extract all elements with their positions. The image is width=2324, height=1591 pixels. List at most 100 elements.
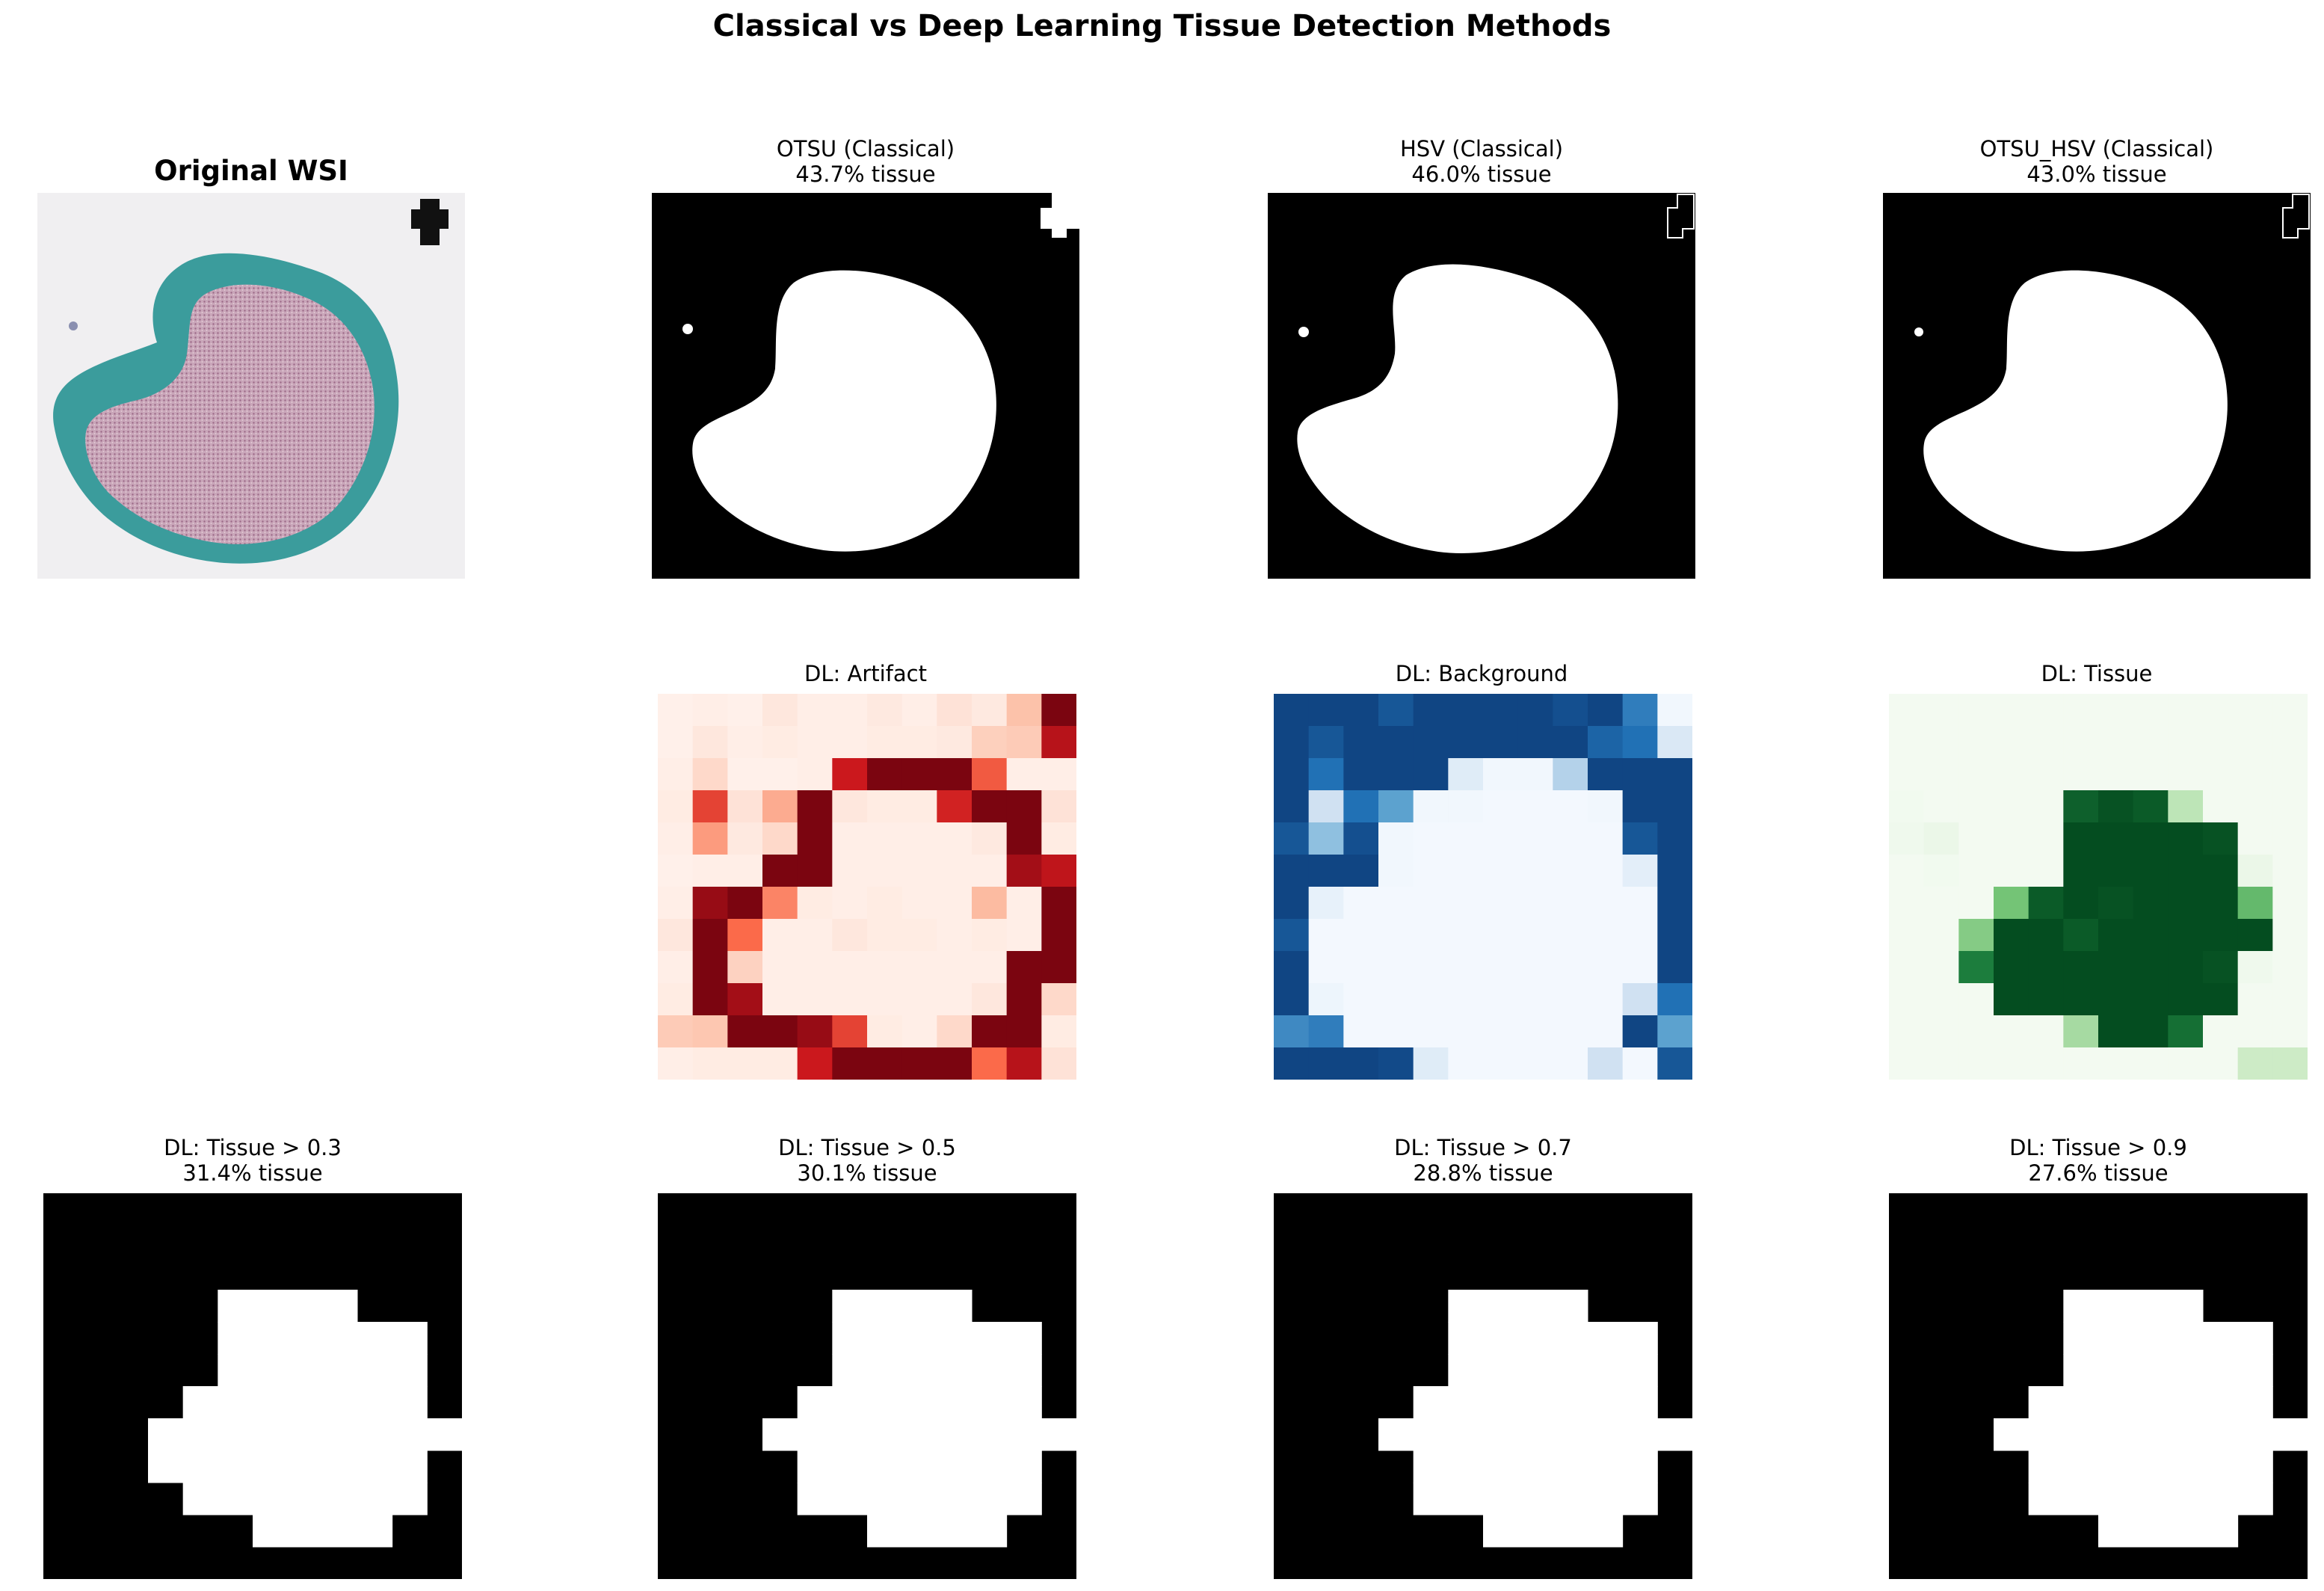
background-cell: [1308, 1015, 1344, 1048]
tissue-cell: [2098, 726, 2134, 759]
dl-t05-tissue-cell: [1006, 1450, 1042, 1483]
tissue-cell: [1994, 887, 2029, 920]
artifact-cell: [797, 855, 833, 887]
background-cell: [1274, 790, 1310, 823]
tissue-cell: [2272, 694, 2308, 727]
dl-t07-tissue-cell: [1588, 1515, 1624, 1548]
background-cell: [1483, 1047, 1519, 1080]
tissue-cell: [1958, 790, 1994, 823]
dl-t09-tissue-cell: [2098, 1290, 2134, 1323]
artifact-cell: [972, 951, 1008, 984]
dl-t03-tissue-cell: [148, 1418, 184, 1451]
tissue-cell: [2237, 855, 2273, 887]
dl-t09-tissue-cell: [2168, 1354, 2204, 1387]
dl-t03-tissue-cell: [218, 1450, 253, 1483]
artifact-cell: [1006, 887, 1042, 920]
dl-t05-tissue-cell: [972, 1418, 1008, 1451]
artifact-cell: [762, 694, 798, 727]
dl-t05-tissue-cell: [832, 1386, 868, 1419]
dl-t05-tissue-cell: [972, 1483, 1008, 1515]
tissue-cell: [2272, 1015, 2308, 1048]
tissue-cell: [2272, 887, 2308, 920]
original-wsi-image: [37, 193, 465, 579]
dl-t05-tissue-cell: [797, 1450, 833, 1483]
background-cell: [1308, 758, 1344, 791]
artifact-cell: [1041, 822, 1076, 855]
artifact-cell: [658, 790, 694, 823]
dl-t05-tissue-cell: [762, 1418, 798, 1451]
dl-t03-tissue-cell: [287, 1450, 323, 1483]
background-cell: [1517, 951, 1553, 984]
artifact-cell: [832, 1047, 868, 1080]
dl-t09-tissue-cell: [2237, 1483, 2273, 1515]
dl-t09-tissue-cell: [2098, 1386, 2134, 1419]
dl-t05-tissue-cell: [937, 1290, 973, 1323]
artifact-cell: [901, 983, 937, 1016]
background-cell: [1308, 790, 1344, 823]
artifact-cell: [797, 822, 833, 855]
panel-title-dl-t03: DL: Tissue > 0.3 31.4% tissue: [43, 1135, 462, 1186]
tissue-cell: [2133, 726, 2169, 759]
dl-t07-tissue-cell: [1622, 1418, 1658, 1451]
artifact-cell: [937, 1015, 973, 1048]
dl-t07-tissue-cell: [1483, 1322, 1519, 1355]
dl-t09-tissue-cell: [2168, 1515, 2204, 1548]
artifact-cell: [901, 1047, 937, 1080]
dl-t03-tissue-cell: [357, 1322, 393, 1355]
artifact-cell: [692, 951, 728, 984]
artifact-cell: [797, 726, 833, 759]
dl-t09-tissue-cell: [2237, 1322, 2273, 1355]
artifact-cell: [762, 951, 798, 984]
artifact-cell: [1041, 887, 1076, 920]
background-cell: [1622, 887, 1658, 920]
tissue-cell: [1889, 983, 1925, 1016]
artifact-cell: [867, 822, 903, 855]
tissue-cell: [2237, 919, 2273, 952]
tissue-cell: [2133, 983, 2169, 1016]
background-cell: [1343, 726, 1379, 759]
tissue-cell: [1923, 855, 1959, 887]
tissue-cell: [2063, 1015, 2099, 1048]
background-cell: [1413, 919, 1449, 952]
dl-t09-tissue-cell: [2133, 1515, 2169, 1548]
tissue-cell: [2098, 822, 2134, 855]
dl-t09-tissue-cell: [2203, 1418, 2239, 1451]
artifact-cell: [937, 887, 973, 920]
dl-t03-tissue-cell: [392, 1483, 428, 1515]
dl-t03-tissue-cell: [322, 1322, 358, 1355]
background-cell: [1622, 855, 1658, 887]
tissue-cell: [2133, 822, 2169, 855]
tissue-cell: [1923, 887, 1959, 920]
background-cell: [1413, 694, 1449, 727]
dl-t07-tissue-cell: [1517, 1354, 1553, 1387]
dl-t09-tissue-cell: [2203, 1483, 2239, 1515]
background-cell: [1657, 919, 1692, 952]
tissue-cell: [2272, 726, 2308, 759]
hsv-percentage: 46.0% tissue: [1411, 161, 1552, 187]
dl-t05-tissue-cell: [867, 1322, 903, 1355]
artifact-cell: [797, 983, 833, 1016]
background-cell: [1378, 951, 1414, 984]
background-cell: [1448, 726, 1484, 759]
artifact-cell: [832, 887, 868, 920]
artifact-cell: [901, 919, 937, 952]
artifact-cell: [901, 1015, 937, 1048]
figure-title: Classical vs Deep Learning Tissue Detect…: [712, 9, 1612, 43]
background-cell: [1343, 919, 1379, 952]
background-cell: [1517, 1015, 1553, 1048]
otsu-title: OTSU (Classical): [776, 136, 955, 161]
artifact-cell: [937, 694, 973, 727]
tissue-cell: [2272, 855, 2308, 887]
dl-t09-tissue-cell: [2237, 1386, 2273, 1419]
artifact-cell: [797, 919, 833, 952]
hsv-mask-image: [1268, 193, 1695, 579]
dl-t09-tissue-cell: [2133, 1290, 2169, 1323]
tissue-cell: [2237, 758, 2273, 791]
artifact-cell: [1041, 951, 1076, 984]
dl-t07-tissue-cell: [1448, 1418, 1484, 1451]
tissue-cell: [1958, 758, 1994, 791]
otsu-hsv-percentage: 43.0% tissue: [2026, 161, 2167, 187]
dl-t03-tissue-cell: [357, 1386, 393, 1419]
panel-title-dl-t09: DL: Tissue > 0.9 27.6% tissue: [1889, 1135, 2308, 1186]
artifact-cell: [797, 1015, 833, 1048]
